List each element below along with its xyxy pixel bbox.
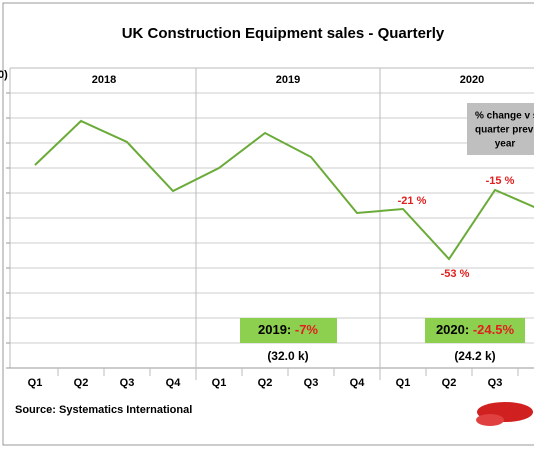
summary-label: 2020: bbox=[436, 322, 469, 337]
x-tick-label: Q2 bbox=[74, 377, 89, 389]
summary-label: 2019: bbox=[258, 322, 291, 337]
note-text: year bbox=[495, 139, 516, 150]
annotation: -15 % bbox=[486, 175, 515, 187]
year-label: 2019 bbox=[276, 74, 300, 86]
x-tick-label: Q4 bbox=[166, 377, 182, 389]
summary-total: (32.0 k) bbox=[267, 349, 308, 363]
note-text: % change v s bbox=[475, 111, 534, 122]
summary-change: -7% bbox=[295, 322, 319, 337]
x-tick-label: Q1 bbox=[396, 377, 411, 389]
x-tick-label: Q3 bbox=[304, 377, 319, 389]
x-tick-label: Q2 bbox=[442, 377, 457, 389]
y-axis-label: 0) bbox=[0, 69, 8, 81]
chart-title: UK Construction Equipment sales - Quarte… bbox=[122, 25, 445, 42]
source: Source: Systematics International bbox=[15, 404, 192, 416]
summary-change: -24.5% bbox=[473, 322, 515, 337]
note-box bbox=[467, 103, 534, 155]
x-tick-label: Q3 bbox=[120, 377, 135, 389]
summary-total: (24.2 k) bbox=[454, 349, 495, 363]
x-tick-label: Q1 bbox=[212, 377, 227, 389]
note-text: quarter prev bbox=[475, 125, 534, 136]
summary-box bbox=[425, 318, 525, 343]
annotation: -21 % bbox=[398, 195, 427, 207]
line bbox=[34, 119, 534, 261]
summary-text: 2020: -24.5% bbox=[436, 322, 515, 337]
year-label: 2018 bbox=[92, 74, 116, 86]
x-tick-label: Q3 bbox=[488, 377, 503, 389]
x-tick-label: Q4 bbox=[350, 377, 366, 389]
summary-box bbox=[240, 318, 337, 343]
x-tick-label: Q2 bbox=[258, 377, 273, 389]
year-label: 2020 bbox=[460, 74, 484, 86]
summary-text: 2019: -7% bbox=[258, 322, 318, 337]
x-tick-label: Q1 bbox=[28, 377, 43, 389]
logo bbox=[476, 402, 533, 426]
annotation: -53 % bbox=[441, 268, 470, 280]
